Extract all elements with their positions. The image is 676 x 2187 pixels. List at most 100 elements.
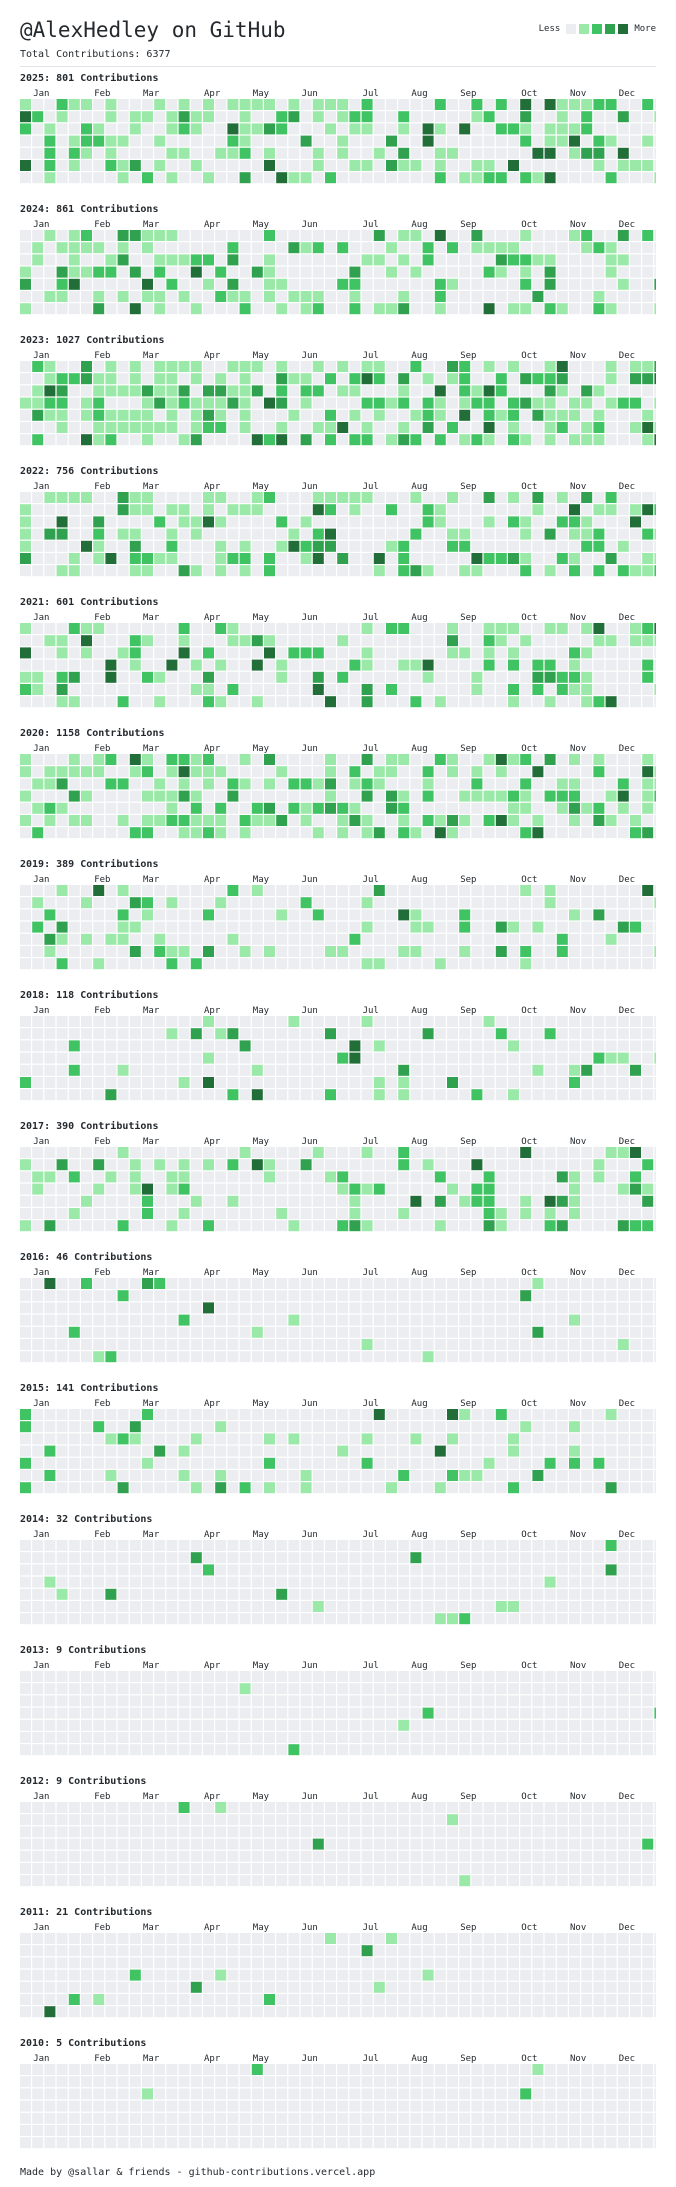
day-cell[interactable] [142, 1732, 153, 1743]
day-cell[interactable] [508, 946, 519, 957]
day-cell[interactable] [483, 909, 495, 921]
day-cell[interactable] [32, 1671, 44, 1682]
day-cell[interactable] [215, 254, 227, 266]
day-cell[interactable] [288, 361, 300, 372]
day-cell[interactable] [361, 1744, 373, 1756]
day-cell[interactable] [44, 553, 56, 564]
day-cell[interactable] [264, 1314, 275, 1326]
day-cell[interactable] [508, 1744, 519, 1756]
day-cell[interactable] [32, 291, 44, 302]
day-cell[interactable] [361, 815, 373, 826]
day-cell[interactable] [410, 434, 422, 446]
day-cell[interactable] [337, 1744, 349, 1756]
day-cell[interactable] [81, 671, 92, 683]
day-cell[interactable] [312, 1671, 324, 1682]
day-cell[interactable] [227, 1064, 239, 1076]
day-cell[interactable] [642, 1613, 654, 1625]
day-cell[interactable] [215, 802, 227, 814]
day-cell[interactable] [117, 1588, 129, 1600]
day-cell[interactable] [544, 135, 556, 147]
day-cell[interactable] [520, 933, 532, 945]
day-cell[interactable] [349, 1732, 361, 1743]
day-cell[interactable] [434, 802, 446, 814]
day-cell[interactable] [556, 1707, 568, 1719]
day-cell[interactable] [434, 1351, 446, 1363]
day-cell[interactable] [544, 897, 556, 909]
day-cell[interactable] [154, 1601, 166, 1612]
day-cell[interactable] [251, 1470, 263, 1481]
day-cell[interactable] [166, 1719, 178, 1731]
day-cell[interactable] [337, 1351, 349, 1363]
day-cell[interactable] [276, 1470, 288, 1481]
day-cell[interactable] [556, 373, 568, 385]
day-cell[interactable] [410, 1028, 422, 1040]
day-cell[interactable] [105, 1089, 117, 1101]
day-cell[interactable] [215, 409, 227, 421]
day-cell[interactable] [300, 897, 312, 909]
day-cell[interactable] [422, 958, 434, 970]
day-cell[interactable] [68, 1183, 80, 1195]
day-cell[interactable] [593, 123, 605, 135]
day-cell[interactable] [20, 909, 31, 921]
day-cell[interactable] [105, 659, 117, 671]
day-cell[interactable] [398, 1016, 410, 1027]
day-cell[interactable] [203, 1351, 214, 1363]
day-cell[interactable] [654, 623, 656, 634]
day-cell[interactable] [81, 766, 92, 778]
day-cell[interactable] [44, 1552, 56, 1564]
day-cell[interactable] [44, 1339, 56, 1350]
day-cell[interactable] [215, 1195, 227, 1207]
day-cell[interactable] [422, 397, 434, 409]
day-cell[interactable] [142, 1089, 153, 1101]
day-cell[interactable] [20, 385, 31, 397]
day-cell[interactable] [227, 1421, 239, 1433]
day-cell[interactable] [349, 242, 361, 254]
day-cell[interactable] [581, 361, 593, 372]
day-cell[interactable] [251, 1683, 263, 1695]
day-cell[interactable] [361, 1314, 373, 1326]
day-cell[interactable] [239, 254, 251, 266]
day-cell[interactable] [178, 1613, 190, 1625]
day-cell[interactable] [593, 1302, 605, 1314]
day-cell[interactable] [593, 397, 605, 409]
day-cell[interactable] [361, 1326, 373, 1338]
day-cell[interactable] [532, 492, 544, 503]
day-cell[interactable] [630, 266, 641, 278]
day-cell[interactable] [434, 827, 446, 839]
day-cell[interactable] [117, 1326, 129, 1338]
day-cell[interactable] [312, 766, 324, 778]
day-cell[interactable] [398, 1208, 410, 1219]
day-cell[interactable] [68, 1457, 80, 1469]
day-cell[interactable] [520, 373, 532, 385]
day-cell[interactable] [349, 135, 361, 147]
day-cell[interactable] [203, 1183, 214, 1195]
day-cell[interactable] [129, 909, 141, 921]
day-cell[interactable] [569, 827, 580, 839]
day-cell[interactable] [617, 1540, 629, 1551]
day-cell[interactable] [215, 1671, 227, 1682]
day-cell[interactable] [20, 1564, 31, 1576]
day-cell[interactable] [105, 528, 117, 540]
day-cell[interactable] [142, 1540, 153, 1551]
day-cell[interactable] [264, 1220, 275, 1232]
day-cell[interactable] [288, 1290, 300, 1302]
day-cell[interactable] [581, 1290, 593, 1302]
day-cell[interactable] [410, 827, 422, 839]
day-cell[interactable] [605, 778, 617, 790]
day-cell[interactable] [617, 434, 629, 446]
day-cell[interactable] [44, 147, 56, 159]
day-cell[interactable] [56, 815, 68, 826]
day-cell[interactable] [32, 946, 44, 957]
day-cell[interactable] [642, 827, 654, 839]
day-cell[interactable] [483, 1028, 495, 1040]
day-cell[interactable] [325, 1077, 336, 1088]
day-cell[interactable] [532, 422, 544, 433]
day-cell[interactable] [447, 1683, 458, 1695]
day-cell[interactable] [312, 1147, 324, 1158]
day-cell[interactable] [312, 1564, 324, 1576]
day-cell[interactable] [81, 1326, 92, 1338]
day-cell[interactable] [117, 1339, 129, 1350]
day-cell[interactable] [398, 516, 410, 528]
day-cell[interactable] [447, 1159, 458, 1171]
day-cell[interactable] [56, 1147, 68, 1158]
